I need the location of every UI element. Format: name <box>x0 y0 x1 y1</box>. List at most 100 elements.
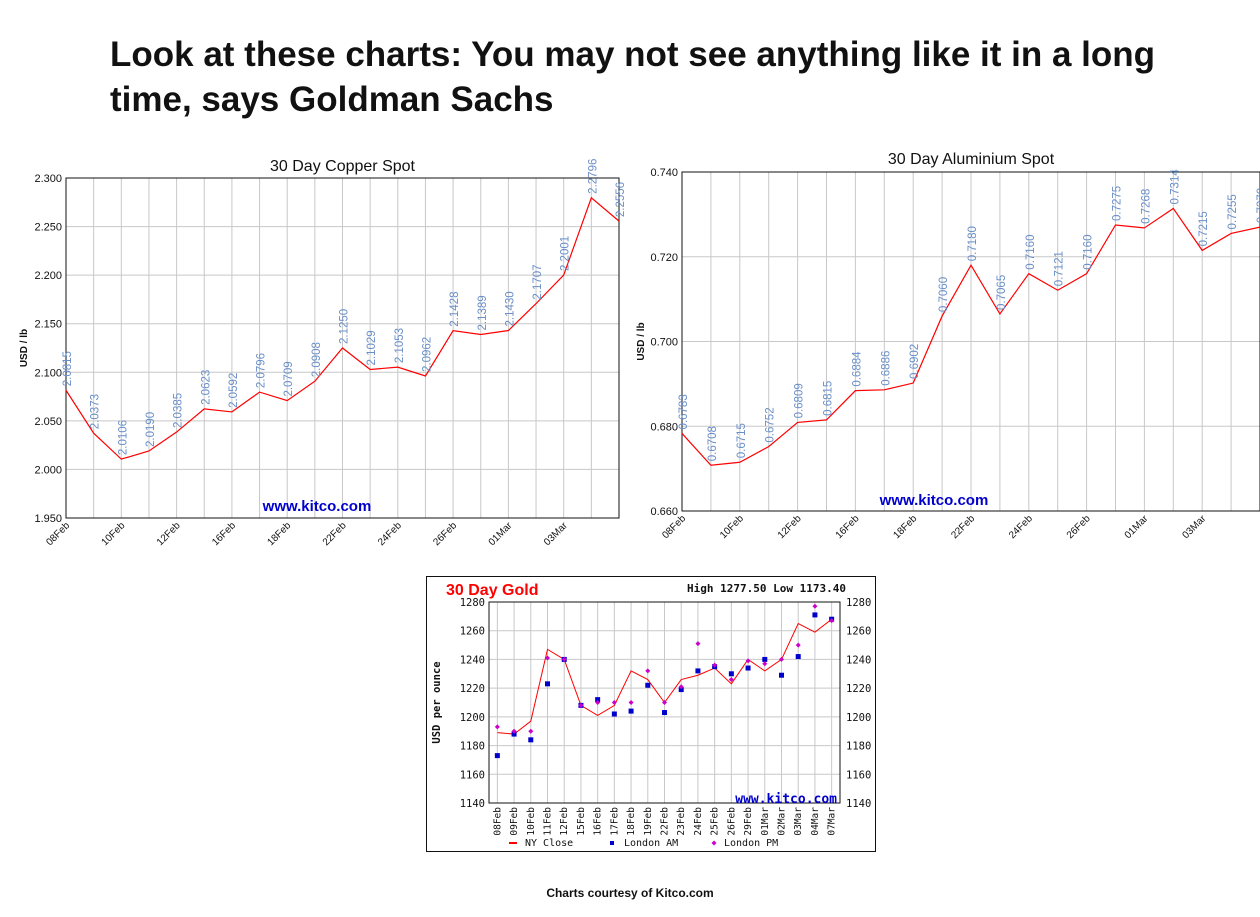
data-label: 2.2556 <box>615 182 627 217</box>
london-pm-point <box>662 700 667 705</box>
y-tick-label-right: 1160 <box>846 769 871 781</box>
y-tick-label: 0.700 <box>650 337 678 349</box>
data-label: 2.0373 <box>90 394 102 429</box>
london-am-point <box>595 697 601 703</box>
chart-title: 30 Day Gold <box>446 582 538 599</box>
data-label: 2.1707 <box>532 264 544 299</box>
y-tick-label: 0.720 <box>650 252 678 264</box>
london-am-point <box>645 682 651 688</box>
london-pm-point <box>595 700 601 705</box>
y-tick-label-right: 1180 <box>846 741 871 753</box>
y-tick-label-right: 1260 <box>846 626 871 638</box>
london-am-point <box>795 654 801 660</box>
london-pm-point <box>779 656 784 662</box>
data-label: 0.7160 <box>1025 235 1037 270</box>
kitco-watermark: www.kitco.com <box>879 492 989 509</box>
legend-label: London AM <box>624 838 678 849</box>
x-tick-label: 10Feb <box>526 807 537 836</box>
x-tick-label: 01Mar <box>487 520 515 548</box>
y-tick-label-left: 1280 <box>460 597 485 609</box>
x-tick-label: 22Feb <box>949 513 977 541</box>
plot-frame <box>488 601 841 804</box>
london-pm-point <box>695 641 701 647</box>
legend-swatch-london-am <box>610 841 614 845</box>
high-low-readout: High 1277.50 Low 1173.40 <box>687 582 846 595</box>
x-tick-label: 15Feb <box>576 807 587 836</box>
data-label: 0.6902 <box>909 344 921 379</box>
x-tick-label: 18Feb <box>891 513 919 541</box>
data-label: 2.1428 <box>449 292 461 327</box>
x-tick-label: 11Feb <box>543 807 554 836</box>
data-label: 0.7160 <box>1083 235 1095 270</box>
x-tick-label: 09Feb <box>509 807 520 836</box>
y-tick-label-right: 1240 <box>846 654 871 666</box>
gold-chart-frame <box>426 576 876 852</box>
data-label: 0.7065 <box>996 275 1008 310</box>
data-label: 2.1389 <box>477 295 489 330</box>
y-axis-label: USD / lb <box>19 329 30 367</box>
data-label: 2.0962 <box>421 337 433 372</box>
x-tick-label: 26Feb <box>726 807 737 836</box>
x-tick-label: 16Feb <box>593 807 604 836</box>
data-label: 2.0815 <box>62 351 74 386</box>
data-label: 0.6715 <box>736 423 748 458</box>
x-tick-label: 12Feb <box>155 520 183 548</box>
x-tick-label: 26Feb <box>431 520 459 548</box>
x-tick-label: 23Feb <box>676 807 687 836</box>
x-tick-label: 03Mar <box>793 807 804 836</box>
data-label: 0.7121 <box>1054 251 1066 286</box>
london-pm-point <box>511 728 517 734</box>
data-label: 0.6752 <box>765 407 777 442</box>
y-tick-label-left: 1220 <box>460 683 485 695</box>
x-tick-label: 10Feb <box>718 513 746 541</box>
y-tick-label: 2.000 <box>34 464 62 476</box>
y-tick-label-right: 1220 <box>846 683 871 695</box>
y-tick-label: 2.300 <box>34 173 62 185</box>
x-tick-label: 04Mar <box>810 807 821 836</box>
data-label: 0.7255 <box>1227 194 1239 229</box>
x-tick-label: 10Feb <box>100 520 128 548</box>
legend-swatch-london-pm <box>711 840 717 846</box>
x-tick-label: 24Feb <box>693 807 704 836</box>
data-label: 0.7275 <box>1112 186 1124 221</box>
data-label: 0.6708 <box>707 426 719 461</box>
x-tick-label: 12Feb <box>776 513 804 541</box>
x-tick-label: 25Feb <box>710 807 721 836</box>
data-label: 2.0709 <box>283 361 295 396</box>
y-tick-label: 0.680 <box>650 421 678 433</box>
x-tick-label: 03Mar <box>542 520 570 548</box>
london-pm-point <box>728 677 734 683</box>
data-label: 2.2001 <box>560 236 572 271</box>
y-tick-label: 2.250 <box>34 222 62 234</box>
data-label: 2.1053 <box>394 328 406 363</box>
london-am-point <box>779 672 784 678</box>
y-axis-label: USD / lb <box>636 322 647 360</box>
y-tick-label: 2.100 <box>34 367 62 379</box>
charts-credit: Charts courtesy of Kitco.com <box>546 886 714 900</box>
x-tick-label: 18Feb <box>626 807 637 836</box>
london-am-point <box>662 710 667 716</box>
data-label: 0.6886 <box>880 351 892 386</box>
x-tick-label: 19Feb <box>643 807 654 836</box>
data-label: 2.1029 <box>366 330 378 365</box>
london-pm-point <box>545 655 550 661</box>
london-pm-point <box>528 728 534 734</box>
london-pm-point <box>745 658 751 664</box>
london-am-point <box>812 612 818 618</box>
london-pm-point <box>762 661 768 667</box>
london-am-point <box>511 731 517 737</box>
data-label: 2.0623 <box>200 370 212 405</box>
london-am-point <box>494 753 500 759</box>
chart-title: 30 Day Aluminium Spot <box>888 151 1055 168</box>
data-label: 0.7268 <box>1140 189 1152 224</box>
y-tick-label: 0.740 <box>650 167 678 179</box>
y-tick-label: 2.050 <box>34 416 62 428</box>
london-pm-point <box>628 700 634 705</box>
london-pm-point <box>578 702 584 708</box>
plot-frame <box>65 177 620 519</box>
data-label: 2.1250 <box>339 309 351 344</box>
x-tick-label: 24Feb <box>1007 513 1035 541</box>
london-pm-point <box>829 618 835 624</box>
london-am-point <box>528 737 534 743</box>
series-line <box>65 196 620 460</box>
